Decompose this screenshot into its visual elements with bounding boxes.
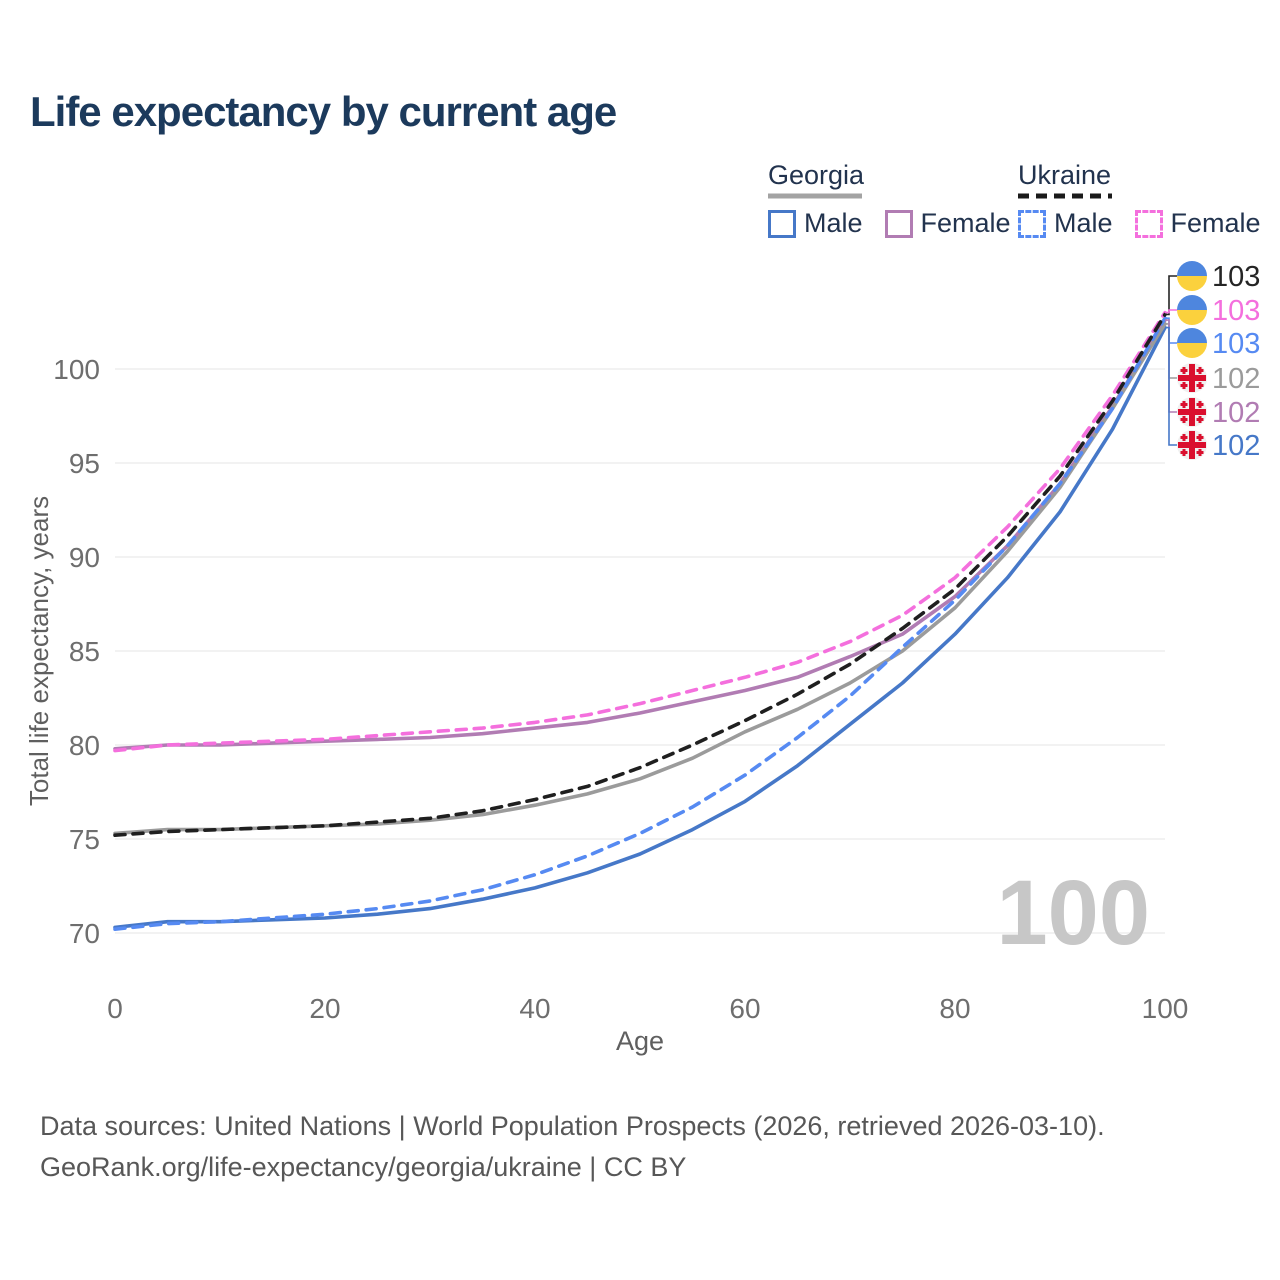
data-sources-line: Data sources: United Nations | World Pop…: [40, 1111, 1105, 1141]
ukraine-line-style-swatch: [1018, 193, 1112, 199]
series-line-ukraine-male: [113, 316, 1167, 932]
x-tick-label-40: 40: [519, 993, 550, 1024]
georgia-line-style-swatch: [768, 193, 862, 199]
ukraine-male-swatch-icon: [1018, 209, 1046, 238]
legend-country-ukraine[interactable]: Ukraine: [1018, 160, 1112, 190]
x-tick-label-100: 100: [1142, 993, 1189, 1024]
georgia-male-swatch-icon: [768, 209, 796, 238]
georgia-flag-icon: [1177, 430, 1207, 460]
watermark-age-100: 100: [997, 862, 1151, 964]
legend-item-georgia-male[interactable]: Male: [768, 208, 863, 239]
end-label-value-georgia-male: 102: [1212, 430, 1260, 462]
y-tick-label-80: 80: [69, 730, 100, 761]
x-tick-label-80: 80: [939, 993, 970, 1024]
end-label-connector-georgia-both-sexes: [1165, 323, 1177, 379]
series-line-georgia-male: [113, 325, 1167, 930]
legend-item-label: Female: [920, 208, 1011, 238]
georgia-female-swatch-icon: [884, 209, 913, 238]
y-tick-label-75: 75: [69, 824, 100, 855]
legend-group-georgia: Georgia Male Female: [768, 160, 1011, 239]
legend-group-ukraine: Ukraine Male Female: [1018, 160, 1261, 239]
page-title: Life expectancy by current age: [30, 88, 617, 135]
x-tick-label-0: 0: [107, 993, 123, 1024]
x-tick-label-20: 20: [309, 993, 340, 1024]
source-attribution: Data sources: United Nations | World Pop…: [40, 1106, 1105, 1188]
legend-item-georgia-female[interactable]: Female: [884, 208, 1011, 239]
end-label-value-ukraine-female: 103: [1212, 295, 1260, 327]
legend-item-ukraine-male[interactable]: Male: [1018, 208, 1113, 239]
georgia-flag-icon: [1177, 363, 1207, 393]
ukraine-flag-icon: [1177, 261, 1207, 291]
end-label-connector-ukraine-female: [1165, 309, 1177, 314]
end-label-value-georgia-both-sexes: 102: [1212, 363, 1260, 395]
y-tick-label-90: 90: [69, 542, 100, 573]
end-label-value-ukraine-both-sexes: 103: [1212, 261, 1260, 293]
legend-item-label: Male: [804, 208, 863, 238]
legend-item-label: Male: [1054, 208, 1113, 238]
legend-item-ukraine-female[interactable]: Female: [1134, 208, 1261, 239]
series-line-ukraine-both-sexes: [113, 312, 1167, 838]
end-label-value-ukraine-male: 103: [1212, 328, 1260, 360]
y-axis-title: Total life expectancy, years: [24, 496, 54, 806]
legend-country-georgia[interactable]: Georgia: [768, 160, 865, 190]
ukraine-flag-icon: [1177, 295, 1207, 325]
x-tick-label-60: 60: [729, 993, 760, 1024]
series-line-ukraine-female: [113, 310, 1167, 753]
series-line-georgia-both-sexes: [113, 322, 1167, 836]
end-label-connector-ukraine-male: [1165, 317, 1177, 344]
x-axis-title: Age: [616, 1026, 664, 1056]
end-label-connector-georgia-female: [1165, 319, 1177, 413]
ukraine-flag-icon: [1177, 328, 1207, 358]
georank-url-line[interactable]: GeoRank.org/life-expectancy/georgia/ukra…: [40, 1152, 687, 1182]
end-label-connector-georgia-male: [1165, 326, 1177, 446]
y-tick-label-85: 85: [69, 636, 100, 667]
ukraine-female-swatch-icon: [1134, 209, 1163, 238]
y-tick-label-100: 100: [53, 354, 100, 385]
y-tick-label-70: 70: [69, 918, 100, 949]
legend-item-label: Female: [1170, 208, 1261, 238]
y-tick-label-95: 95: [69, 448, 100, 479]
end-label-value-georgia-female: 102: [1212, 397, 1260, 429]
end-label-connector-ukraine-both-sexes: [1165, 275, 1177, 316]
georgia-flag-icon: [1177, 397, 1207, 427]
